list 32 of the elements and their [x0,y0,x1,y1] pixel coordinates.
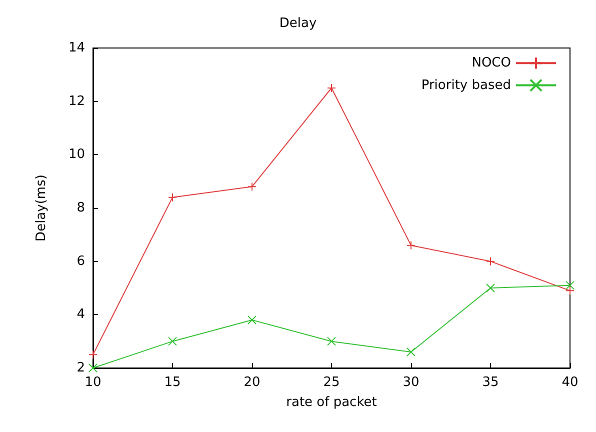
chart-title: Delay [279,16,317,31]
point [566,280,574,290]
point [406,348,416,356]
y-axis-title: Delay(ms) [34,174,49,242]
y-tick-label: 14 [68,40,85,56]
x-tick-label: 30 [402,375,420,390]
point [327,84,336,92]
x-tick-label: 35 [482,375,499,390]
point [168,192,177,202]
point [248,316,256,324]
y-tick-label: 12 [68,94,85,109]
x-axis-title: rate of packet [286,395,377,410]
y-tick-label: 8 [76,200,85,216]
legend-label: NOCO [472,56,511,71]
y-tick-label: 6 [76,254,85,269]
point [88,364,98,372]
point [486,256,495,266]
point [566,286,574,296]
point [168,336,177,346]
point [406,240,416,250]
legend-label: Priority based [421,78,511,93]
x-tick-label: 25 [323,375,340,390]
y-tick-label: 2 [76,360,85,376]
y-tick-label: 4 [76,307,85,322]
y-tick-label: 10 [68,147,85,162]
point [486,284,495,292]
point [248,182,256,192]
point [88,350,98,360]
x-tick-label: 20 [244,375,260,390]
x-tick-label: 40 [562,375,578,390]
point [327,336,336,346]
x-tick-label: 15 [164,375,181,390]
